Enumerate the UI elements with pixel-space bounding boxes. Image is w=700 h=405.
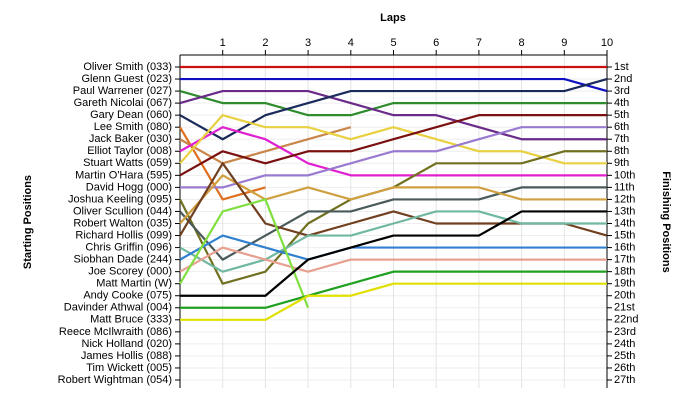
y-tick-label: Gary Dean (060) (90, 109, 172, 121)
y2-tick-label: 26th (614, 362, 635, 374)
y-tick-label: Stuart Watts (059) (83, 157, 172, 169)
y2-tick-label: 5th (614, 109, 629, 121)
driver-line (179, 126, 352, 165)
y-tick-label: Chris Griffin (096) (85, 241, 172, 253)
y-tick-label: Robert Wightman (054) (58, 374, 172, 386)
y-tick-label: Siobhan Dade (244) (74, 254, 172, 266)
y-tick-label: Matt Martin (W) (96, 278, 172, 290)
y-tick-label: Reece McIlwraith (086) (59, 326, 172, 338)
y2-tick-label: 23rd (614, 326, 636, 338)
y-tick-label: Davinder Athwal (004) (64, 302, 172, 314)
y2-tick-label: 19th (614, 278, 635, 290)
y2-tick-label: 13th (614, 205, 635, 217)
y-tick-label: Gareth Nicolai (067) (74, 97, 172, 109)
y-tick-label: Martin O'Hara (595) (75, 169, 172, 181)
driver-line (179, 126, 607, 177)
y-tick-label: James Hollis (088) (81, 350, 172, 362)
y-tick-label: Elliot Taylor (008) (87, 145, 172, 157)
x-tick-label: 3 (305, 37, 311, 49)
y-tick-label: David Hogg (000) (86, 181, 172, 193)
driver-line (179, 234, 607, 261)
driver-line (179, 90, 607, 117)
y2-tick-label: 22nd (614, 314, 638, 326)
y-tick-label: Robert Walton (035) (73, 217, 172, 229)
driver-line (180, 282, 607, 321)
x-tick-label: 5 (390, 37, 396, 49)
y2-tick-label: 10th (614, 169, 635, 181)
y2-tick-label: 12th (614, 193, 635, 205)
driver-line (179, 114, 607, 177)
y2-tick-label: 25th (614, 350, 635, 362)
driver-line (179, 89, 607, 141)
y2-tick-label: 24th (614, 338, 635, 350)
y2-tick-label: 1st (614, 61, 629, 73)
y-tick-label: Glenn Guest (023) (82, 73, 173, 85)
y-tick-label: Nick Holland (020) (82, 338, 172, 350)
y2-tick-label: 18th (614, 266, 635, 278)
y2-tick-label: 6th (614, 121, 629, 133)
x-tick-label: 2 (262, 37, 268, 49)
y2-tick-label: 15th (614, 229, 635, 241)
y-tick-label: Joshua Keeling (095) (68, 193, 172, 205)
y2-tick-label: 7th (614, 133, 629, 145)
driver-line (179, 210, 607, 273)
x-tick-label: 6 (433, 37, 439, 49)
y-tick-label: Andy Cooke (075) (83, 290, 172, 302)
driver-line (179, 174, 607, 225)
y2-tick-label: 2nd (614, 73, 632, 85)
y-axis-title: Starting Positions (22, 175, 34, 269)
driver-line (180, 270, 607, 309)
driver-line (179, 114, 607, 165)
y2-tick-label: 21st (614, 302, 635, 314)
y-tick-label: Oliver Scullion (044) (73, 205, 172, 217)
y-tick-label: Matt Bruce (333) (90, 314, 172, 326)
y2-tick-label: 4th (614, 97, 629, 109)
y2-tick-label: 16th (614, 241, 635, 253)
y-tick-label: Lee Smith (080) (94, 121, 172, 133)
y2-tick-label: 9th (614, 157, 629, 169)
driver-line (179, 198, 310, 309)
y2-tick-label: 3rd (614, 85, 630, 97)
x-tick-label: 1 (220, 37, 226, 49)
x-tick-label: 4 (348, 37, 354, 49)
x-tick-label: 10 (601, 37, 613, 49)
driver-line (180, 126, 607, 189)
driver-line (180, 210, 607, 297)
y2-tick-label: 8th (614, 145, 629, 157)
y-tick-label: Paul Warrener (027) (73, 85, 172, 97)
y2-tick-label: 17th (614, 254, 635, 266)
x-axis-title: Laps (380, 12, 406, 24)
y-tick-label: Richard Hollis (099) (75, 229, 172, 241)
y2-axis-title: Finishing Positions (660, 171, 672, 272)
x-tick-label: 8 (519, 37, 525, 49)
y2-tick-label: 11th (614, 181, 635, 193)
y2-tick-label: 14th (614, 217, 635, 229)
driver-line (180, 77, 608, 93)
y-tick-label: Tim Wickett (005) (86, 362, 172, 374)
x-tick-label: 7 (476, 37, 482, 49)
y-tick-label: Oliver Smith (033) (83, 61, 172, 73)
y-tick-label: Jack Baker (030) (89, 133, 172, 145)
y2-tick-label: 20th (614, 290, 635, 302)
x-tick-label: 9 (561, 37, 567, 49)
driver-line (179, 246, 607, 273)
y-tick-label: Joe Scorey (000) (88, 266, 172, 278)
y2-tick-label: 27th (614, 374, 635, 386)
